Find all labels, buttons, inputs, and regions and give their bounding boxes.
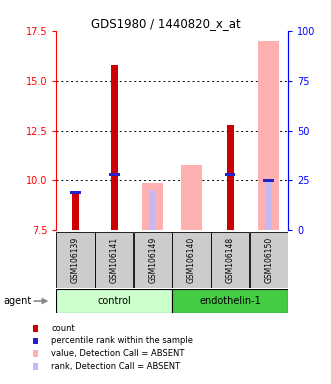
Text: endothelin-1: endothelin-1 — [199, 296, 261, 306]
Text: rank, Detection Call = ABSENT: rank, Detection Call = ABSENT — [51, 362, 180, 371]
Bar — [57, 289, 172, 313]
Text: GSM106149: GSM106149 — [148, 237, 157, 283]
Text: GSM106148: GSM106148 — [225, 237, 235, 283]
Bar — [134, 232, 172, 288]
Text: control: control — [97, 296, 131, 306]
Text: agent: agent — [3, 296, 31, 306]
Bar — [172, 289, 288, 313]
Bar — [142, 184, 164, 230]
Bar — [263, 179, 274, 182]
Bar — [57, 232, 95, 288]
Bar — [181, 164, 202, 230]
Bar — [95, 232, 133, 288]
Bar — [70, 191, 81, 194]
Bar — [111, 65, 118, 230]
Bar — [265, 180, 272, 230]
Text: value, Detection Call = ABSENT: value, Detection Call = ABSENT — [51, 349, 185, 358]
Bar — [258, 41, 279, 230]
Bar — [225, 173, 235, 176]
Text: GDS1980 / 1440820_x_at: GDS1980 / 1440820_x_at — [91, 17, 240, 30]
Bar — [109, 173, 119, 176]
Bar — [149, 190, 156, 230]
Text: GSM106140: GSM106140 — [187, 237, 196, 283]
Text: GSM106141: GSM106141 — [110, 237, 119, 283]
Text: GSM106139: GSM106139 — [71, 237, 80, 283]
Bar — [72, 192, 79, 230]
Text: percentile rank within the sample: percentile rank within the sample — [51, 336, 193, 346]
Text: GSM106150: GSM106150 — [264, 237, 273, 283]
Bar — [226, 124, 234, 230]
Bar — [172, 232, 211, 288]
Text: count: count — [51, 324, 75, 333]
Bar — [250, 232, 288, 288]
Bar — [211, 232, 249, 288]
